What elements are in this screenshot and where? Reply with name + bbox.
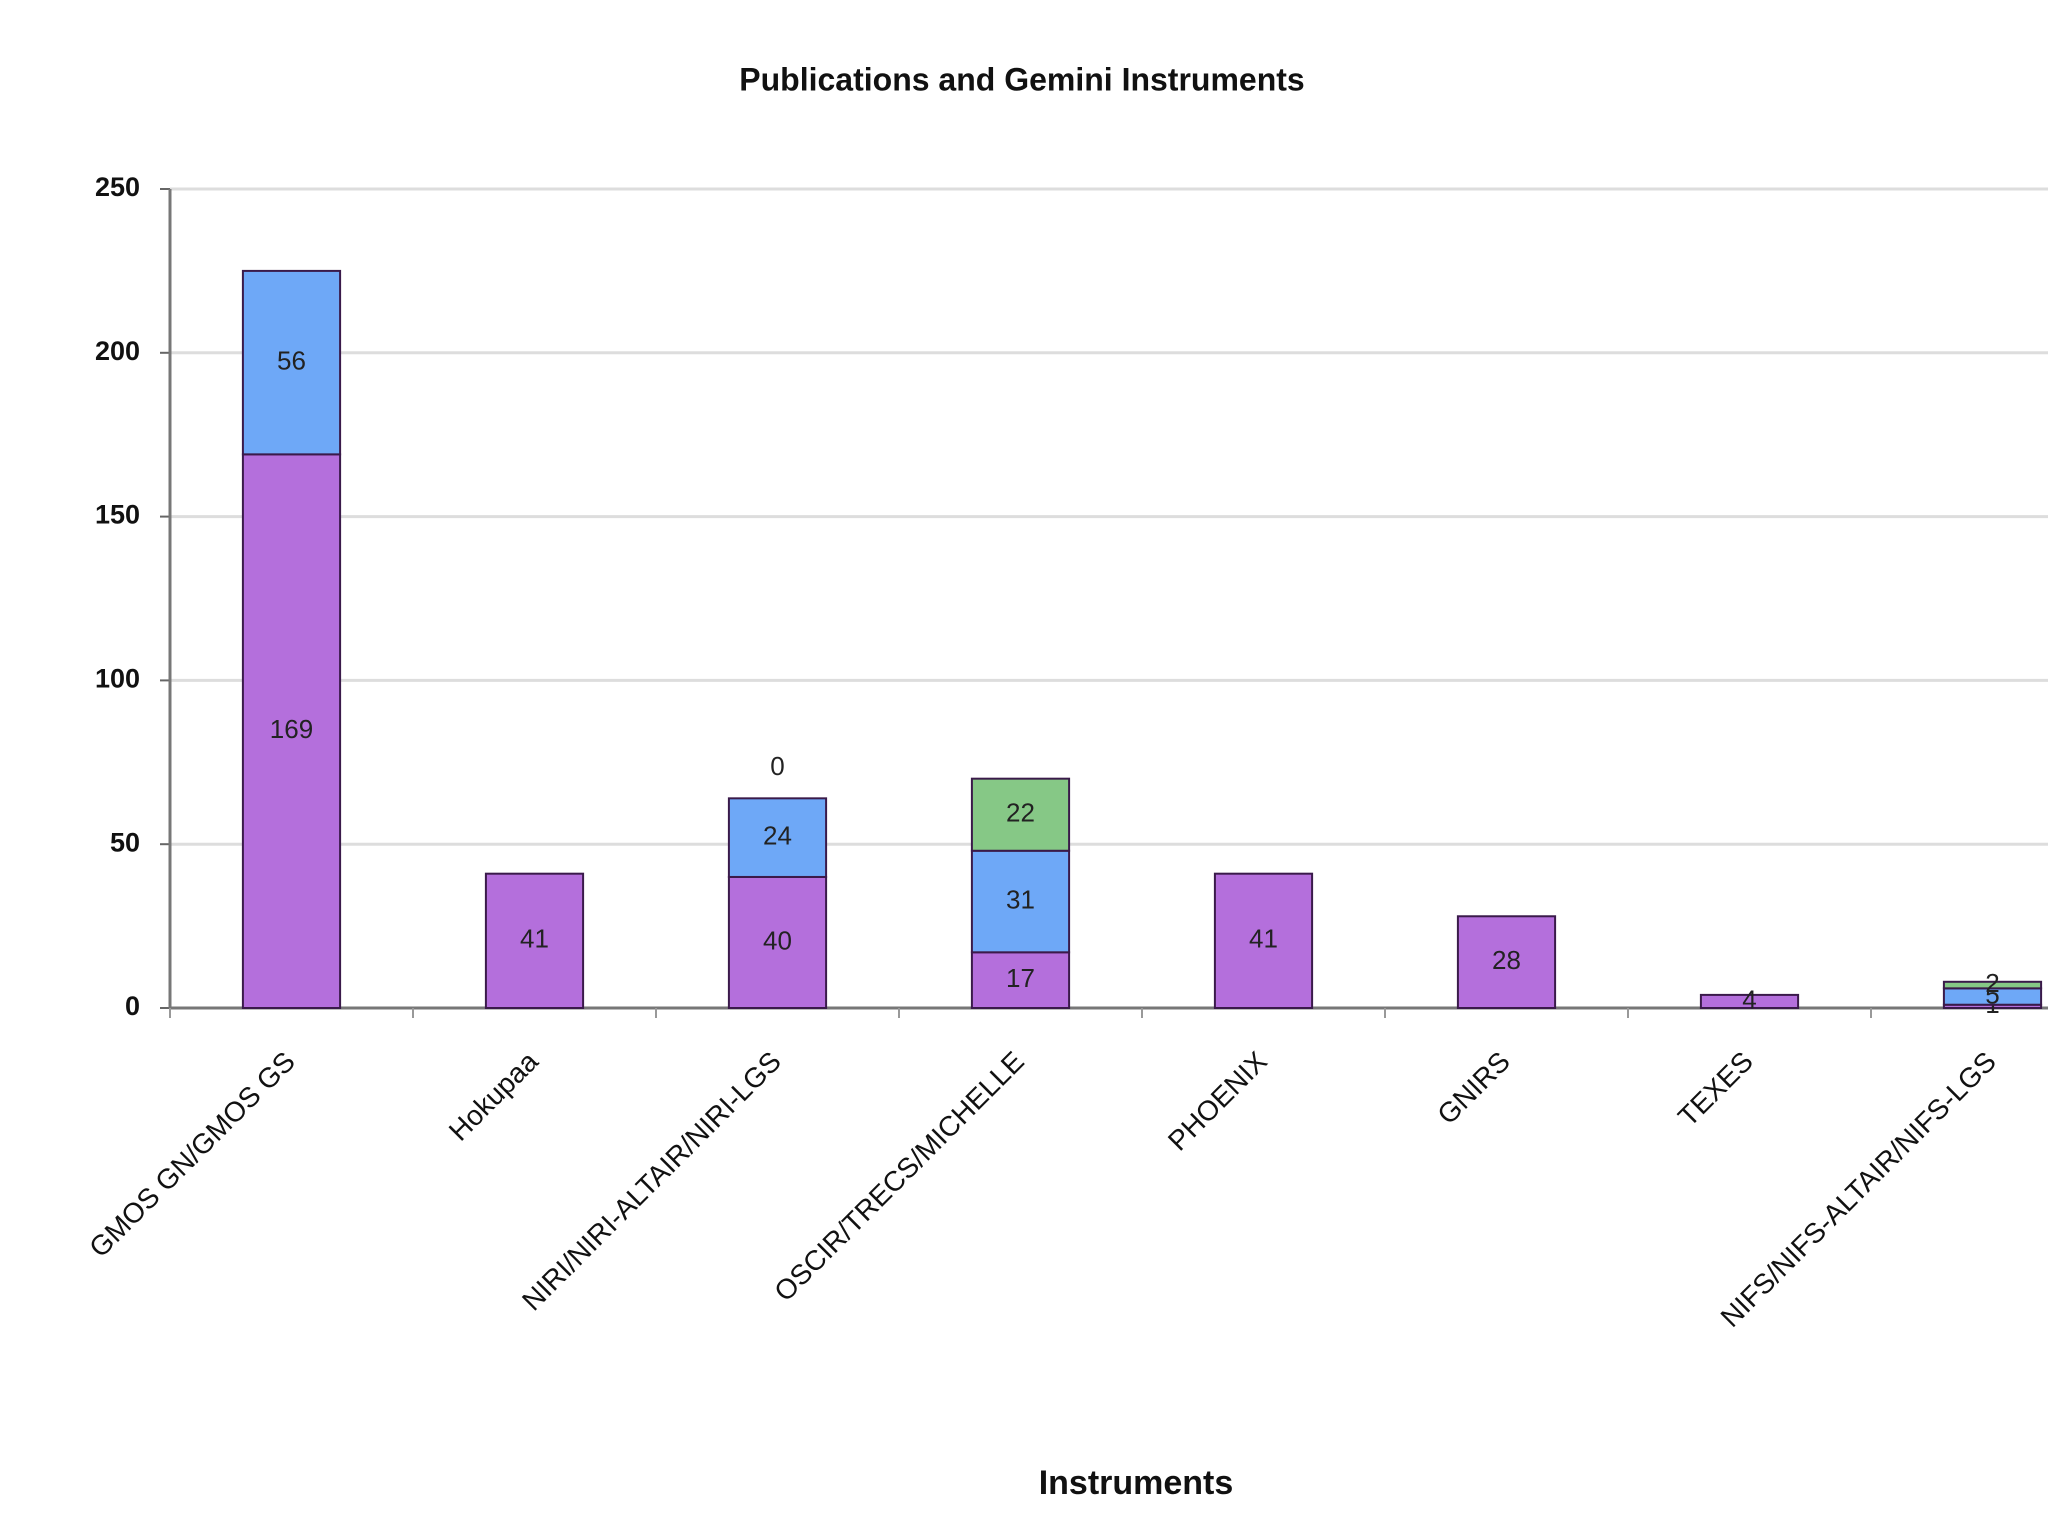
bar-segment: [727, 875, 828, 1010]
chart-title: Publications and Gemini Instruments: [739, 61, 1304, 97]
y-tick-label: 100: [95, 664, 140, 694]
x-tick-label: GMOS GN/GMOS GS: [83, 1046, 301, 1264]
bar-segment: [727, 797, 828, 878]
bar-segment: [1213, 872, 1314, 1010]
value-label: 4: [1742, 984, 1756, 1014]
bar-segment: [970, 777, 1071, 852]
y-tick-label: 250: [95, 172, 140, 202]
value-label: 41: [1249, 924, 1278, 954]
value-label: 17: [1006, 963, 1035, 993]
value-label: 24: [763, 821, 792, 851]
bar-segment: [1942, 980, 2043, 990]
y-tick-label: 0: [125, 991, 140, 1021]
value-label: 31: [1006, 884, 1035, 914]
x-tick-label: GNIRS: [1431, 1046, 1516, 1131]
x-tick-label: NIFS/NIFS-ALTAIR/NIFS-LGS: [1715, 1046, 2002, 1333]
value-label: 28: [1492, 945, 1521, 975]
x-tick-label: TEXES: [1672, 1046, 1759, 1133]
value-label: 41: [520, 924, 549, 954]
bar-segment: [241, 453, 342, 1009]
x-tick-label: Hokupaa: [443, 1045, 544, 1146]
bar-segment: [241, 269, 342, 456]
y-tick-label: 50: [110, 827, 140, 857]
value-label: 2: [1985, 968, 1999, 998]
value-label: 169: [270, 714, 313, 744]
x-axis-title: Instruments: [1039, 1464, 1234, 1502]
x-tick-label: NIRI/NIRI-ALTAIR/NIRI-LGS: [516, 1046, 787, 1317]
y-tick-label: 150: [95, 500, 140, 530]
bar-segment: [1699, 993, 1800, 1009]
x-tick-label: PHOENIX: [1162, 1045, 1273, 1156]
y-tick-label: 200: [95, 336, 140, 366]
value-label: 0: [770, 751, 784, 781]
value-label: 40: [763, 925, 792, 955]
value-label: 22: [1006, 798, 1035, 828]
bar-segment: [484, 872, 585, 1010]
bar-segment: [1456, 915, 1557, 1009]
bar-segment: [970, 951, 1071, 1009]
x-tick-label: OSCIR/TRECS/MICHELLE: [768, 1046, 1030, 1308]
value-label: 56: [277, 346, 306, 376]
